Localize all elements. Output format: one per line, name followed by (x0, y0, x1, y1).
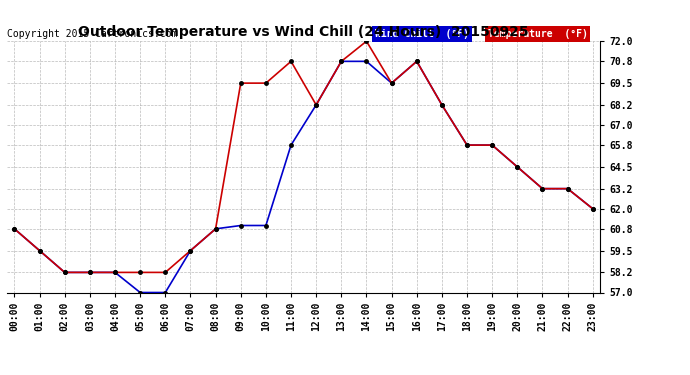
Text: Wind Chill  (°F): Wind Chill (°F) (375, 29, 469, 39)
Text: Copyright 2015 Cartronics.com: Copyright 2015 Cartronics.com (7, 29, 177, 39)
Title: Outdoor Temperature vs Wind Chill (24 Hours)  20150925: Outdoor Temperature vs Wind Chill (24 Ho… (78, 25, 529, 39)
Text: Temperature  (°F): Temperature (°F) (488, 29, 587, 39)
